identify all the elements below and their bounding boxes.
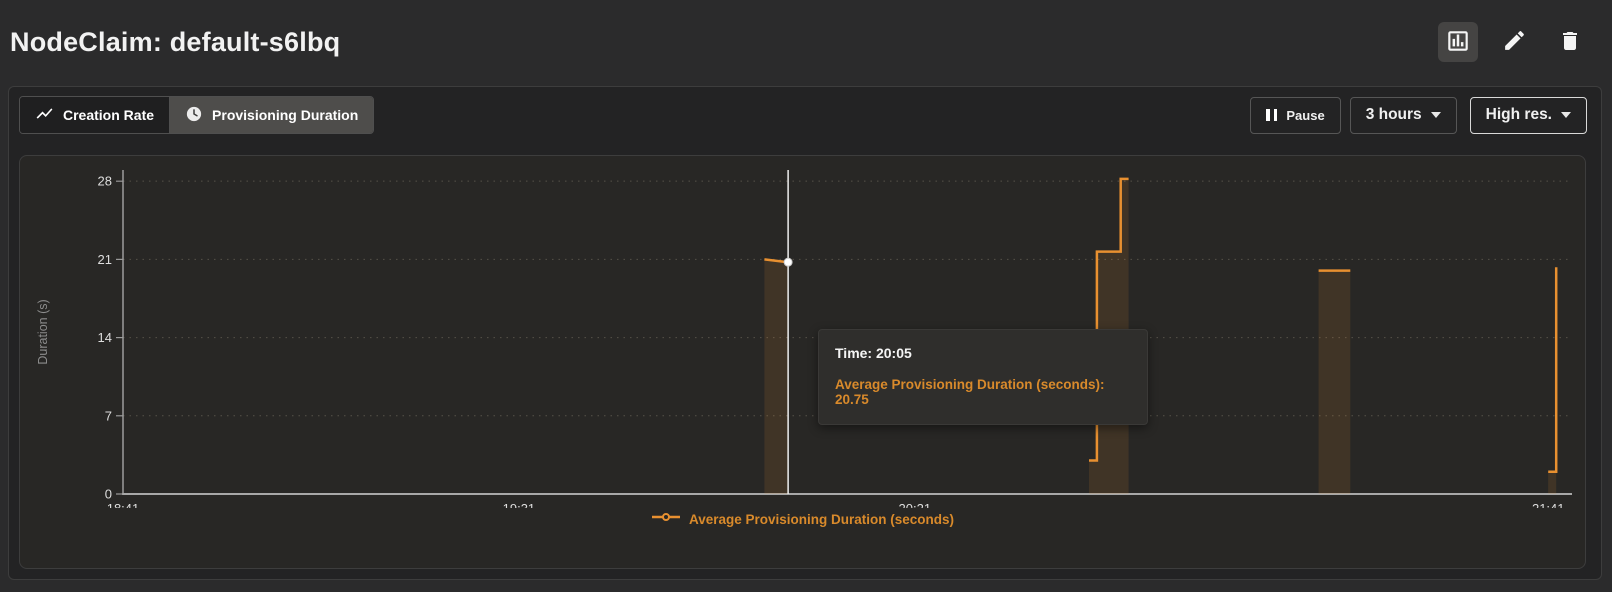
pause-label: Pause (1286, 107, 1325, 123)
header: NodeClaim: default-s6lbq (0, 0, 1612, 84)
time-range-dropdown[interactable]: 3 hours (1349, 96, 1457, 134)
x-tick-label: 19:31 (503, 501, 536, 508)
y-axis-title: Duration (s) (36, 299, 50, 364)
trash-icon (1558, 29, 1582, 56)
resolution-dropdown[interactable]: High res. (1469, 96, 1587, 134)
chevron-down-icon (1561, 112, 1571, 118)
chart-tooltip: Time: 20:05 Average Provisioning Duratio… (818, 329, 1148, 425)
y-tick-label: 14 (98, 330, 112, 345)
page-title: NodeClaim: default-s6lbq (10, 26, 341, 57)
tooltip-time: Time: 20:05 (835, 345, 912, 361)
time-range-value: 3 hours (1365, 106, 1422, 123)
y-tick-label: 28 (98, 174, 112, 189)
chart-view-button[interactable] (1438, 22, 1478, 62)
trend-line-icon (35, 104, 54, 126)
x-tick-label: 18:41 (107, 501, 140, 508)
x-tick-label: 20:21 (899, 501, 932, 508)
chart-type-tabs: Creation Rate Provisioning Duration (19, 96, 375, 134)
x-tick-label: 21:41 (1532, 501, 1565, 508)
clock-icon (185, 105, 203, 126)
tab-creation-rate[interactable]: Creation Rate (20, 97, 170, 133)
y-tick-label: 7 (105, 408, 112, 423)
pencil-icon (1502, 28, 1527, 56)
chevron-down-icon (1430, 112, 1441, 118)
tooltip-value: Average Provisioning Duration (seconds):… (835, 377, 1105, 407)
header-actions (1438, 22, 1590, 62)
chart-toolbar: Creation Rate Provisioning Duration Paus… (9, 87, 1601, 134)
y-tick-label: 0 (105, 487, 112, 502)
pause-button[interactable]: Pause (1250, 96, 1341, 134)
delete-button[interactable] (1550, 22, 1590, 62)
hover-point (783, 257, 793, 267)
legend-label: Average Provisioning Duration (seconds) (688, 511, 955, 527)
series-area (764, 259, 789, 494)
tab-label: Provisioning Duration (212, 107, 359, 123)
duration-chart[interactable]: 0 7 14 21 28 18:41 19:31 20:21 21:41 Duration (s) (20, 156, 1585, 508)
bar-chart-icon (1445, 28, 1471, 57)
toolbar-controls: Pause 3 hours High res. (1250, 96, 1587, 134)
resolution-value: High res. (1485, 106, 1552, 123)
series-line (1089, 177, 1129, 462)
edit-button[interactable] (1494, 22, 1534, 62)
y-tick-label: 21 (98, 252, 112, 267)
chart-legend[interactable]: Average Provisioning Duration (seconds) (20, 510, 1585, 528)
pause-icon (1266, 109, 1278, 121)
chart-container: 0 7 14 21 28 18:41 19:31 20:21 21:41 Duration (s)… (19, 155, 1586, 569)
legend-marker-icon (651, 510, 681, 528)
tab-label: Creation Rate (63, 107, 155, 123)
series-area (1318, 270, 1351, 494)
series-line (1548, 267, 1558, 473)
nodeclaim-chart-card: Creation Rate Provisioning Duration Paus… (8, 86, 1602, 580)
tab-provisioning-duration[interactable]: Provisioning Duration (169, 97, 374, 133)
